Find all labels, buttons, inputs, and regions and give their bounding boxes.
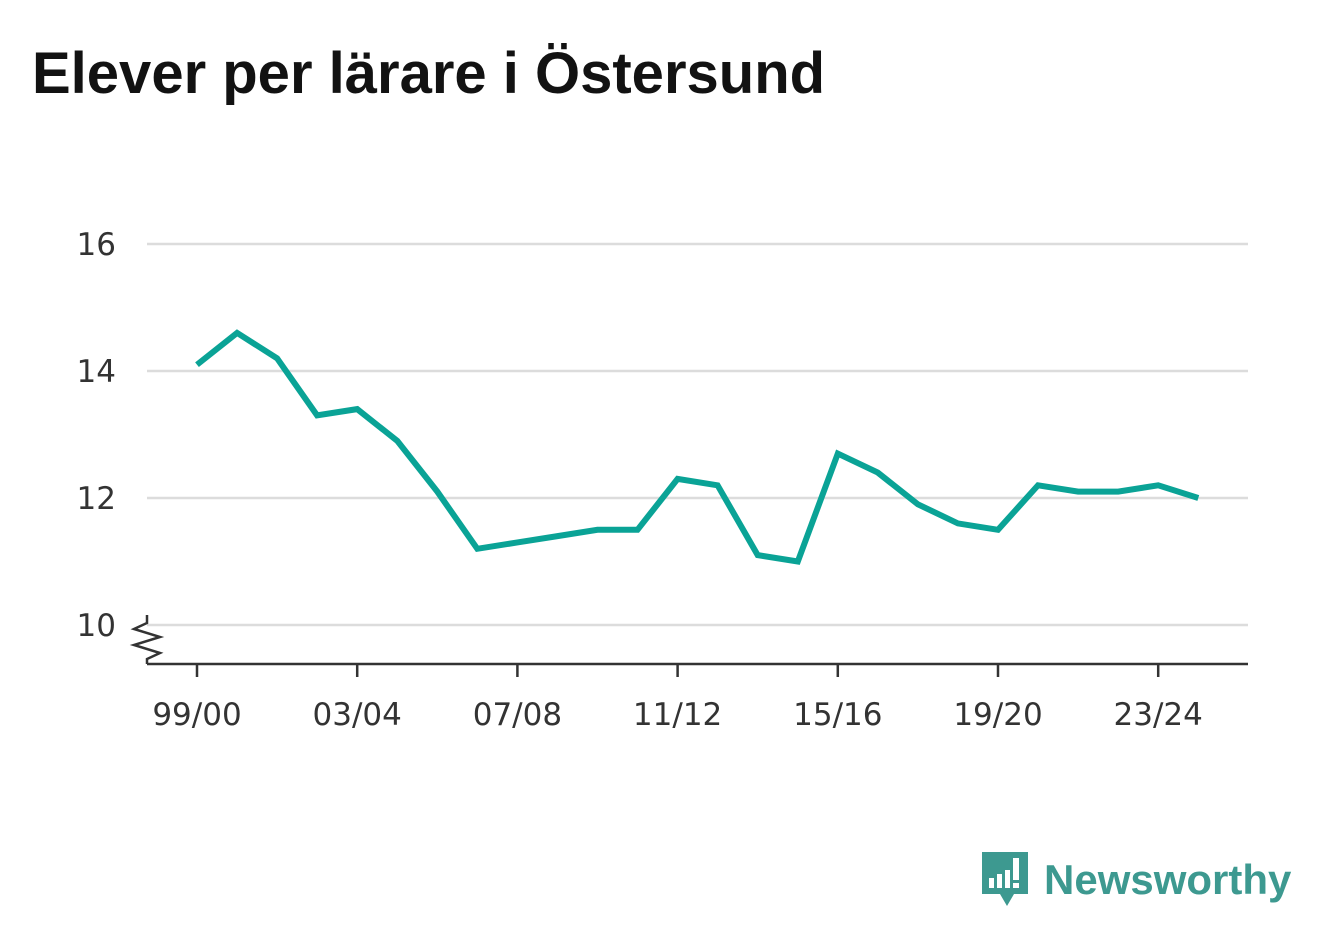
chart-title: Elever per lärare i Östersund <box>32 41 826 106</box>
y-axis-ticks: 10 12 14 16 <box>77 227 116 644</box>
x-tick-label-03-04: 03/04 <box>313 697 402 733</box>
x-axis: 99/00 03/04 07/08 11/12 15/16 19/20 23/24 <box>129 615 1248 733</box>
newsworthy-logo-icon <box>982 852 1028 906</box>
series-line <box>195 329 1200 565</box>
newsworthy-logo: Newsworthy <box>980 850 1291 910</box>
y-tick-label-14: 14 <box>77 354 116 390</box>
x-tick-label-11-12: 11/12 <box>633 697 722 733</box>
y-tick-label-10: 10 <box>77 608 116 644</box>
y-tick-label-12: 12 <box>77 481 116 517</box>
x-tick-label-99-00: 99/00 <box>152 697 241 733</box>
x-tick-label-15-16: 15/16 <box>793 697 882 733</box>
brand-name: Newsworthy <box>1044 856 1292 903</box>
x-tick-label-19-20: 19/20 <box>953 697 1042 733</box>
series-layer <box>195 329 1200 565</box>
y-axis-break-icon <box>129 615 165 664</box>
grid-lines <box>147 242 1248 627</box>
y-tick-label-16: 16 <box>77 227 116 263</box>
x-tick-label-07-08: 07/08 <box>473 697 562 733</box>
x-tick-label-23-24: 23/24 <box>1114 697 1203 733</box>
